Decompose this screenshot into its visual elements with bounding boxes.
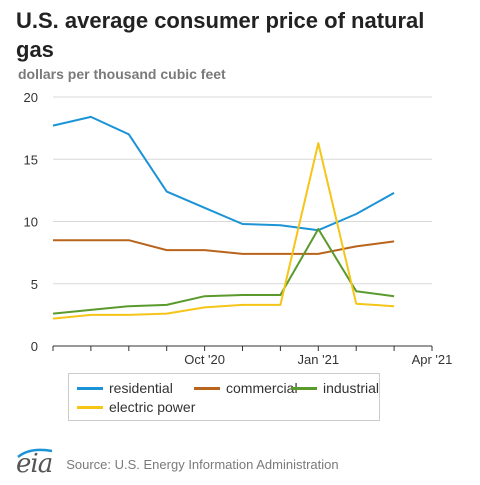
legend-swatch-industrial <box>291 386 317 390</box>
chart-title: U.S. average consumer price of natural g… <box>16 8 425 62</box>
legend-item-electric-power: electric power <box>77 399 195 415</box>
legend-swatch-commercial <box>194 386 220 390</box>
x-tick-label: Jan '21 <box>298 352 340 367</box>
y-tick-label: 10 <box>24 215 38 230</box>
y-tick-label: 0 <box>31 339 38 354</box>
footer: eia Source: U.S. Energy Information Admi… <box>16 448 339 479</box>
eia-logo: eia <box>16 448 53 479</box>
source-note: Source: U.S. Energy Information Administ… <box>66 456 339 472</box>
legend-item-commercial: commercial <box>194 380 298 396</box>
legend-item-industrial: industrial <box>291 380 379 396</box>
series-line-residential <box>52 115 395 232</box>
series-line-electric-power <box>52 142 395 320</box>
legend-item-residential: residential <box>77 380 173 396</box>
legend-label-electric-power: electric power <box>109 399 196 415</box>
legend-label-commercial: commercial <box>226 380 298 396</box>
eia-logo-swoosh-icon <box>17 448 53 458</box>
legend-label-residential: residential <box>109 380 173 396</box>
chart-subtitle: dollars per thousand cubic feet <box>18 66 226 82</box>
y-tick-label: 20 <box>24 90 38 105</box>
legend-swatch-electric-power <box>77 405 103 409</box>
line-chart: 0 5 10 15 20 Oct '20 Jan '21 Apr '21 <box>24 90 453 367</box>
y-tick-label: 5 <box>31 277 38 292</box>
legend-swatch-residential <box>77 386 103 390</box>
y-tick-label: 15 <box>24 152 38 167</box>
series-line-commercial <box>53 239 395 255</box>
x-tick-label: Oct '20 <box>184 352 225 367</box>
legend-label-industrial: industrial <box>323 380 380 396</box>
x-tick-label: Apr '21 <box>412 352 453 367</box>
series-line-industrial <box>52 228 395 315</box>
chart-legend: residential commercial industrial electr… <box>68 373 380 421</box>
